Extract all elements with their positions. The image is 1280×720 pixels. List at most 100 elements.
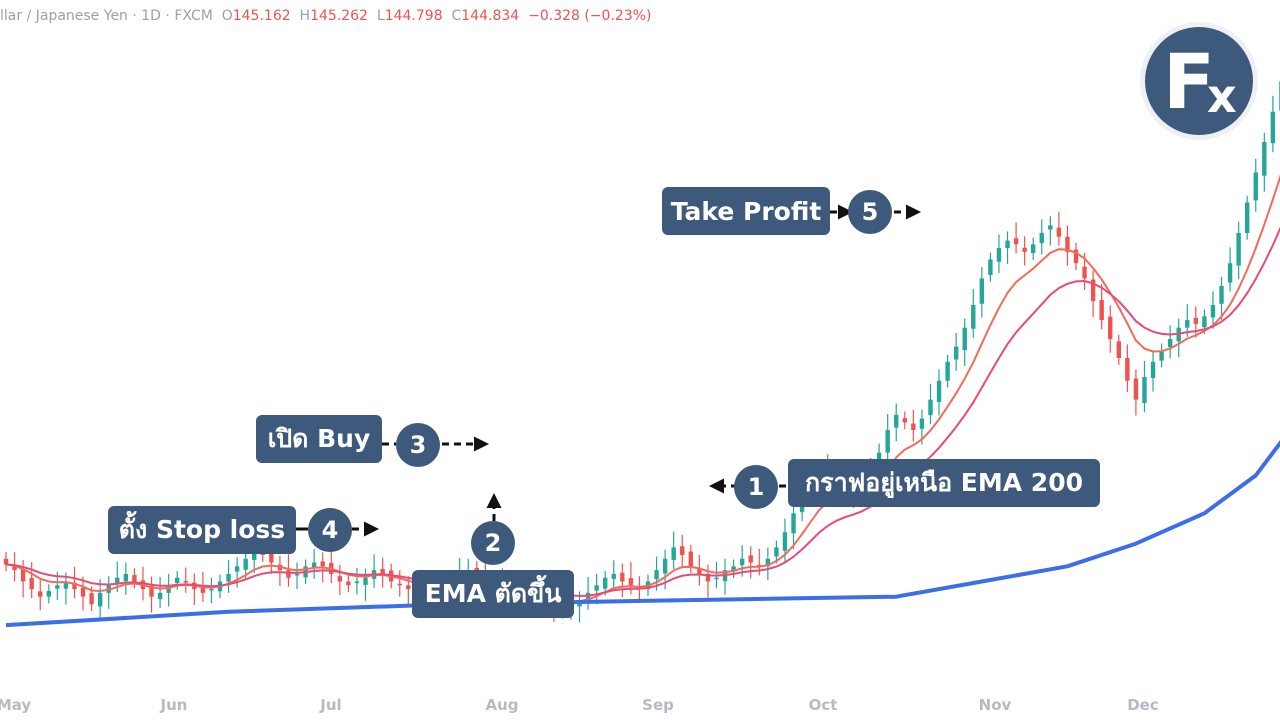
step3-label: เปิด Buy [256,415,382,463]
candle-body [1048,225,1053,230]
ema-layer [5,174,1280,628]
candle-body [132,575,137,582]
candle-body [1253,172,1258,201]
x-tick-label: Oct [808,696,838,714]
candle-body [80,587,86,597]
candle-body [791,513,796,534]
candle-body [175,577,180,584]
candle-body [603,577,608,589]
candle-body [1193,317,1199,324]
candle-body [1090,279,1096,302]
candle-body [953,346,959,360]
x-tick-label: Jun [160,696,188,714]
logo-letter-f: F [1163,37,1215,126]
step1-label: กราฟอยู่เหนือ EMA 200 [788,459,1100,507]
candle-body [919,418,925,429]
candle-body [705,573,711,582]
low-key: L [376,8,385,24]
step2-number: 2 [471,521,515,565]
high-key: H [299,8,311,24]
candle-body [1227,263,1233,283]
close-value: 144.834 [461,8,520,24]
candle-body [654,570,659,580]
candle-body [928,399,933,416]
candle-body [311,562,317,568]
candle-body [234,566,240,572]
step5-label: Take Profit [662,187,830,235]
candle-body [183,581,188,583]
candle-body [200,587,206,593]
candle-body [286,570,291,578]
candle-body [12,565,17,571]
candle-body [1236,232,1241,266]
candle-body [739,558,745,566]
candle-body [97,592,103,607]
candle-body [294,573,300,576]
candle-body [149,585,154,597]
high-value: 145.262 [310,8,368,24]
x-tick-label: Dec [1127,696,1159,714]
candle-body [380,568,385,574]
close-key: C [451,8,462,24]
candle-body [226,573,231,582]
candle-body [1039,232,1044,244]
candle-body [962,327,967,351]
step4-number: 4 [308,508,352,552]
candle-body [697,568,702,574]
candle-body [63,581,69,589]
candle-body [894,414,899,428]
candle-body [662,558,668,574]
candle-body [1116,341,1121,358]
step1-number: 1 [734,465,778,509]
candle-body [354,581,360,584]
candle-body [1159,350,1164,361]
candle-body [346,581,351,586]
candle-body [115,577,120,584]
candle-body [902,418,907,423]
candle-body [1099,300,1104,321]
candle-body [1031,244,1036,254]
candle-body [38,591,43,597]
candle-body [996,248,1002,262]
candle-body [1270,111,1276,144]
candle-body [680,546,685,555]
candle-body [89,593,94,605]
candle-body [123,573,129,582]
candle-body [1022,247,1027,252]
candle-body [988,259,993,276]
candle-body [1082,266,1087,279]
candle-body [774,547,779,557]
x-tick-label: Jul [320,696,342,714]
candle-body [72,582,77,590]
candle-body [1073,249,1079,264]
candle-body [971,304,976,329]
candle-body [628,578,634,586]
candle-body [1245,202,1250,233]
open-key: O [221,8,233,24]
candle-body [55,585,60,589]
candle-body [363,577,368,585]
candle-body [1108,316,1113,340]
candle-body [1142,376,1147,404]
low-value: 144.798 [384,8,443,24]
x-tick-label: Nov [978,696,1012,714]
candle-body [945,361,950,381]
candle-body [1167,339,1173,347]
fx-logo: F x [1140,22,1258,140]
candle-body [337,576,343,582]
x-tick-label: May [0,696,32,714]
candle-body [20,568,26,582]
ema-slow-line [5,226,1280,598]
candle-body [1013,238,1019,245]
candle-body [252,551,257,560]
logo-letter-x: x [1207,69,1237,123]
candle-body [611,573,616,579]
candle-body [936,380,942,402]
step5-number: 5 [848,190,892,234]
candle-body [1210,304,1216,318]
candle-body [3,558,9,565]
candle-body [731,566,736,572]
candle-body [1065,236,1070,252]
candle-body [320,561,325,567]
